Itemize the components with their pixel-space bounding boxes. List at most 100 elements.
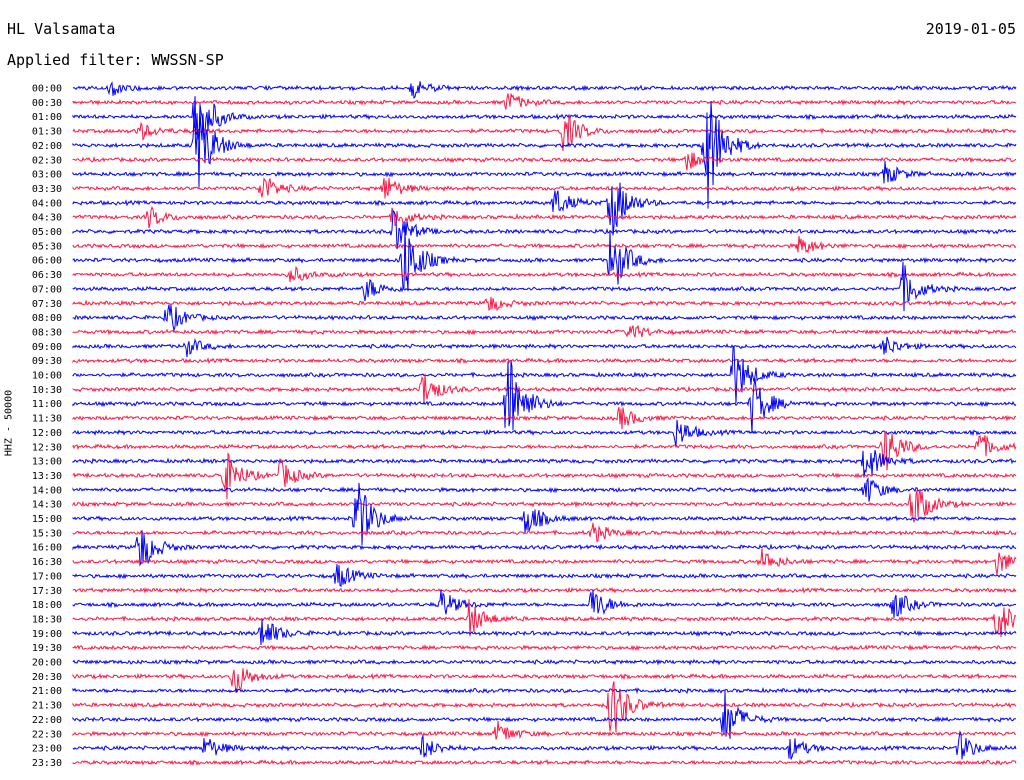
time-tick-label: 15:30 xyxy=(32,528,62,539)
trace-line xyxy=(72,152,1017,171)
trace-line xyxy=(72,431,1017,471)
trace-line xyxy=(72,477,1017,502)
time-tick-label: 18:30 xyxy=(32,614,62,625)
time-tick-label: 00:30 xyxy=(32,98,62,109)
time-tick-label: 14:00 xyxy=(32,485,62,496)
time-tick-label: 09:30 xyxy=(32,356,62,367)
trace-line xyxy=(72,530,1017,567)
time-tick-label: 16:00 xyxy=(32,543,62,554)
trace-line xyxy=(72,296,1017,312)
trace-line xyxy=(72,182,1017,236)
trace-line xyxy=(72,265,1017,283)
time-tick-label: 21:00 xyxy=(32,686,62,697)
time-tick-label: 06:00 xyxy=(32,256,62,267)
time-tick-label: 05:30 xyxy=(32,241,62,252)
time-tick-label: 17:00 xyxy=(32,571,62,582)
trace-line xyxy=(72,419,1017,448)
trace-line xyxy=(72,658,1017,666)
time-tick-label: 11:00 xyxy=(32,399,62,410)
time-tick-label: 17:30 xyxy=(32,586,62,597)
trace-line xyxy=(72,668,1017,694)
time-tick-label: 21:30 xyxy=(32,701,62,712)
trace-line xyxy=(72,548,1017,575)
time-tick-label: 16:30 xyxy=(32,557,62,568)
time-tick-label: 02:30 xyxy=(32,155,62,166)
time-tick-label: 01:30 xyxy=(32,127,62,138)
trace-line xyxy=(72,114,1017,152)
time-tick-label: 09:00 xyxy=(32,342,62,353)
time-tick-label: 05:00 xyxy=(32,227,62,238)
trace-line xyxy=(72,93,1017,110)
time-tick-label: 10:00 xyxy=(32,371,62,382)
trace-line xyxy=(72,644,1017,652)
trace-line xyxy=(72,589,1017,618)
trace-line xyxy=(72,564,1017,588)
trace-line xyxy=(72,177,1017,199)
time-tick-group: 00:00 00:30 01:00 01:30 02:00 02:30 03:00 03:30… xyxy=(32,84,62,769)
trace-line xyxy=(72,210,1017,250)
trace-line xyxy=(72,224,1017,292)
time-tick-label: 02:00 xyxy=(32,141,62,152)
filter-label: Applied filter: WWSSN-SP xyxy=(7,51,224,69)
time-tick-label: 22:30 xyxy=(32,729,62,740)
trace-line xyxy=(72,205,1017,229)
time-tick-label: 10:30 xyxy=(32,385,62,396)
time-tick-label: 19:00 xyxy=(32,629,62,640)
time-tick-label: 23:00 xyxy=(32,744,62,755)
trace-line xyxy=(72,261,1017,312)
trace-line xyxy=(72,81,1017,99)
trace-line xyxy=(72,100,1017,209)
time-tick-label: 00:00 xyxy=(32,84,62,95)
trace-line xyxy=(72,345,1017,404)
time-tick-label: 08:00 xyxy=(32,313,62,324)
time-tick-label: 12:30 xyxy=(32,442,62,453)
time-tick-label: 12:00 xyxy=(32,428,62,439)
trace-line xyxy=(72,449,1017,478)
time-tick-label: 04:00 xyxy=(32,198,62,209)
time-tick-label: 15:00 xyxy=(32,514,62,525)
trace-line xyxy=(72,304,1017,333)
trace-line xyxy=(72,325,1017,338)
time-tick-label: 06:30 xyxy=(32,270,62,281)
trace-line xyxy=(72,406,1017,430)
time-tick-label: 01:00 xyxy=(32,112,62,123)
time-tick-label: 08:30 xyxy=(32,327,62,338)
trace-line xyxy=(72,618,1017,646)
time-tick-label: 11:30 xyxy=(32,414,62,425)
time-tick-label: 07:00 xyxy=(32,284,62,295)
trace-line xyxy=(72,586,1017,594)
trace-line xyxy=(72,235,1017,254)
time-tick-label: 20:30 xyxy=(32,672,62,683)
trace-line xyxy=(72,681,1017,733)
time-tick-label: 03:00 xyxy=(32,170,62,181)
time-tick-label: 23:30 xyxy=(32,758,62,769)
trace-line xyxy=(72,452,1017,500)
time-tick-label: 18:00 xyxy=(32,600,62,611)
trace-line xyxy=(72,336,1017,358)
trace-line xyxy=(72,599,1017,638)
time-tick-label: 22:00 xyxy=(32,715,62,726)
trace-line xyxy=(72,686,1017,695)
trace-line xyxy=(72,482,1017,546)
time-tick-label: 13:30 xyxy=(32,471,62,482)
time-tick-label: 19:30 xyxy=(32,643,62,654)
trace-line xyxy=(72,357,1017,365)
time-tick-label: 07:30 xyxy=(32,299,62,310)
trace-line xyxy=(72,96,1017,144)
trace-line xyxy=(72,720,1017,740)
time-tick-label: 14:30 xyxy=(32,500,62,511)
time-tick-label: 13:00 xyxy=(32,457,62,468)
trace-line xyxy=(72,730,1017,760)
trace-line xyxy=(72,360,1017,434)
time-tick-label: 04:30 xyxy=(32,213,62,224)
station-name: HL Valsamata xyxy=(7,20,116,38)
trace-line xyxy=(72,522,1017,543)
time-tick-label: 20:00 xyxy=(32,658,62,669)
trace-line xyxy=(72,160,1017,184)
trace-line xyxy=(72,690,1017,739)
trace-group xyxy=(72,81,1017,767)
trace-line xyxy=(72,758,1017,767)
time-tick-label: 03:30 xyxy=(32,184,62,195)
trace-line xyxy=(72,373,1017,404)
